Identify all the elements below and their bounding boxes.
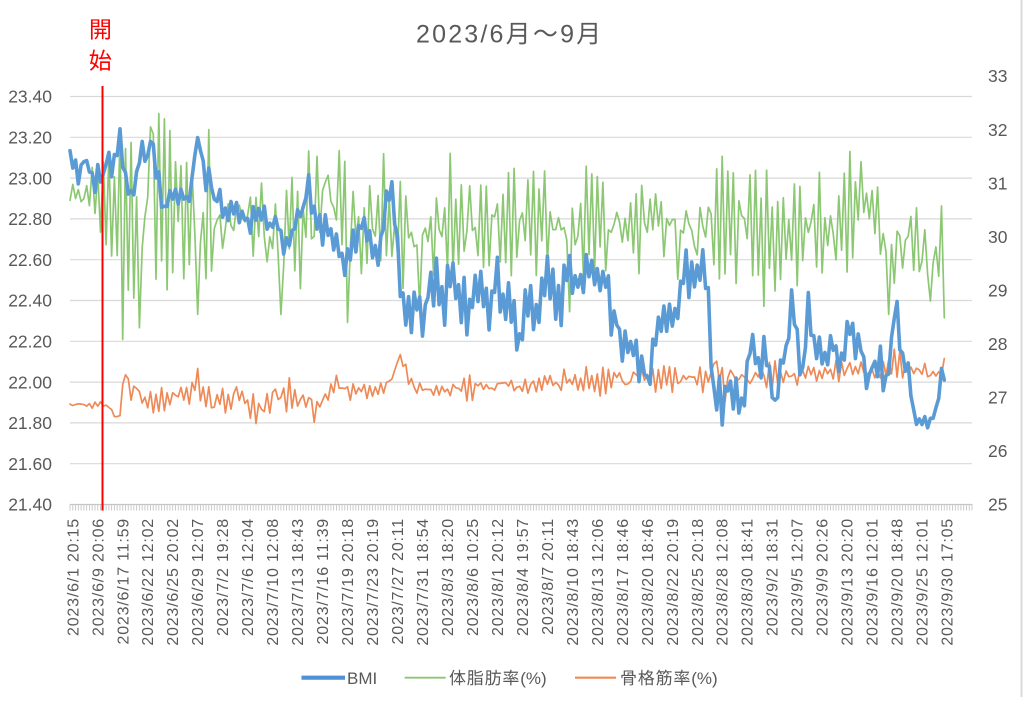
svg-text:2023/7/10 12:08: 2023/7/10 12:08 — [265, 518, 282, 646]
svg-text:2023/9/13 20:20: 2023/9/13 20:20 — [840, 518, 857, 646]
svg-text:2023/6/25 20:02: 2023/6/25 20:02 — [165, 518, 182, 646]
svg-text:2023/8/13 12:06: 2023/8/13 12:06 — [590, 518, 607, 646]
svg-text:31: 31 — [988, 173, 1007, 193]
svg-text:29: 29 — [988, 280, 1007, 300]
svg-text:2023/7/2 19:28: 2023/7/2 19:28 — [215, 518, 232, 636]
svg-text:21.40: 21.40 — [8, 495, 52, 515]
svg-text:23.40: 23.40 — [8, 87, 52, 107]
svg-text:2023/9/2 18:31: 2023/9/2 18:31 — [765, 518, 782, 636]
svg-text:2023/6/9 20:06: 2023/6/9 20:06 — [90, 518, 107, 636]
svg-text:27: 27 — [988, 388, 1007, 408]
svg-text:2023/8/6 10:25: 2023/8/6 10:25 — [465, 518, 482, 636]
svg-text:2023/9/16 12:01: 2023/9/16 12:01 — [865, 518, 882, 646]
svg-text:2023/8/7 20:11: 2023/8/7 20:11 — [540, 518, 557, 635]
svg-text:22.60: 22.60 — [8, 250, 52, 270]
svg-text:2023/7/31 18:54: 2023/7/31 18:54 — [415, 518, 432, 646]
svg-text:22.40: 22.40 — [8, 291, 52, 311]
svg-text:2023/8/3 18:20: 2023/8/3 18:20 — [440, 518, 457, 636]
svg-text:2023/9/5 12:07: 2023/9/5 12:07 — [790, 518, 807, 636]
svg-text:28: 28 — [988, 334, 1007, 354]
svg-text:2023/7/13 18:43: 2023/7/13 18:43 — [290, 518, 307, 646]
svg-text:2023/8/20 18:46: 2023/8/20 18:46 — [640, 518, 657, 646]
svg-text:30: 30 — [988, 227, 1008, 247]
svg-text:(%): (%) — [691, 669, 717, 688]
svg-text:2023/8/22 20:19: 2023/8/22 20:19 — [665, 518, 682, 646]
svg-text:33: 33 — [988, 66, 1007, 86]
svg-text:2023/8/4 19:57: 2023/8/4 19:57 — [515, 518, 532, 636]
svg-text:2023/6/22 12:02: 2023/6/22 12:02 — [140, 518, 157, 646]
svg-text:2023/6/17 11:59: 2023/6/17 11:59 — [115, 518, 132, 644]
svg-text:(%): (%) — [520, 669, 546, 688]
svg-text:2023/8/30 18:41: 2023/8/30 18:41 — [740, 518, 757, 646]
svg-text:2023/7/6 12:04: 2023/7/6 12:04 — [240, 518, 257, 636]
svg-text:2023/6: 2023/6 — [416, 21, 506, 49]
svg-text:2023/8/1 20:12: 2023/8/1 20:12 — [490, 518, 507, 636]
svg-text:2023/9/25 12:01: 2023/9/25 12:01 — [915, 518, 932, 646]
svg-text:2023/9/20 18:48: 2023/9/20 18:48 — [890, 518, 907, 646]
svg-text:2023/8/17 18:46: 2023/8/17 18:46 — [615, 518, 632, 646]
svg-text:2023/8/25 20:18: 2023/8/25 20:18 — [690, 518, 707, 646]
svg-text:22.20: 22.20 — [8, 332, 52, 352]
svg-text:22.00: 22.00 — [8, 372, 52, 392]
svg-text:2023/7/27 20:11: 2023/7/27 20:11 — [390, 518, 407, 644]
svg-text:2023/6/1 20:15: 2023/6/1 20:15 — [65, 518, 82, 636]
svg-text:9: 9 — [560, 21, 574, 49]
svg-text:25: 25 — [988, 495, 1007, 515]
svg-text:23.00: 23.00 — [8, 168, 52, 188]
svg-text:32: 32 — [988, 120, 1007, 140]
svg-text:2023/8/10 18:43: 2023/8/10 18:43 — [565, 518, 582, 646]
svg-text:22.80: 22.80 — [8, 209, 52, 229]
svg-text:23.20: 23.20 — [8, 128, 52, 148]
svg-text:26: 26 — [988, 441, 1007, 461]
svg-text:2023/7/19 20:18: 2023/7/19 20:18 — [340, 518, 357, 646]
svg-text:2023/8/28 12:08: 2023/8/28 12:08 — [715, 518, 732, 646]
svg-text:2023/9/9 20:26: 2023/9/9 20:26 — [815, 518, 832, 636]
svg-text:2023/7/23 20:19: 2023/7/23 20:19 — [365, 518, 382, 646]
svg-text:21.80: 21.80 — [8, 413, 52, 433]
svg-text:21.60: 21.60 — [8, 454, 52, 474]
svg-text:BMI: BMI — [347, 669, 377, 688]
svg-text:2023/9/30 17:05: 2023/9/30 17:05 — [940, 518, 957, 646]
svg-text:2023/6/29 12:07: 2023/6/29 12:07 — [190, 518, 207, 646]
svg-text:2023/7/16 11:39: 2023/7/16 11:39 — [315, 518, 332, 644]
